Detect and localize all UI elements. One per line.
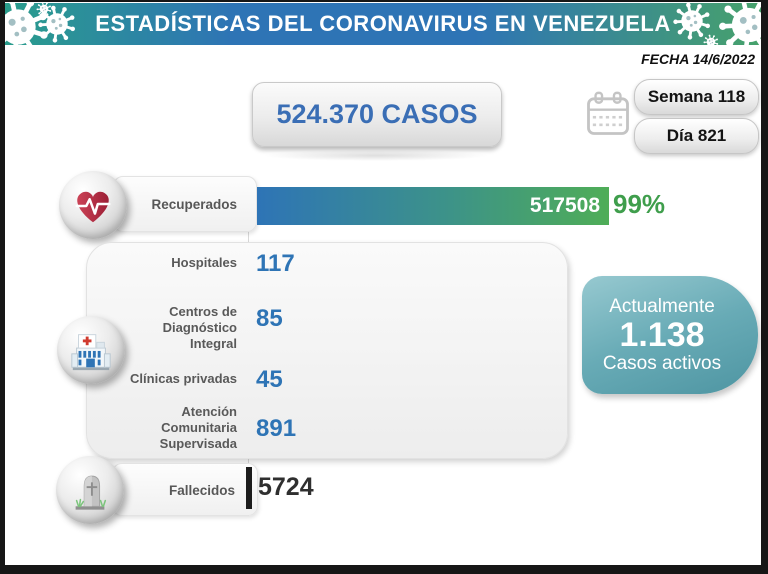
deaths-value: 5724 xyxy=(258,473,314,501)
week-badge: Semana 118 xyxy=(634,79,759,115)
recovered-bar: 517508 xyxy=(257,187,609,225)
facility-value: 45 xyxy=(256,366,283,393)
virus-icon xyxy=(5,3,48,45)
facility-label: Centros de Diagnóstico Integral xyxy=(162,304,237,351)
virus-icon xyxy=(703,34,719,45)
header-banner: ESTADÍSTICAS DEL CORONAVIRUS EN VENEZUEL… xyxy=(5,3,761,45)
virus-icon xyxy=(719,3,761,45)
tombstone-icon xyxy=(75,475,107,510)
date-label: FECHA 14/6/2022 xyxy=(641,51,755,67)
deaths-bar xyxy=(246,467,252,509)
recovered-value: 517508 xyxy=(529,194,600,217)
virus-icon xyxy=(36,3,52,17)
active-cases-value: 1.138 xyxy=(619,316,705,354)
facility-value: 117 xyxy=(256,250,295,277)
tombstone-badge xyxy=(56,456,124,524)
recovered-percent: 99% xyxy=(613,189,666,219)
active-caption-bottom: Casos activos xyxy=(602,353,722,374)
recovered-label: Recuperados xyxy=(113,176,257,232)
page-title: ESTADÍSTICAS DEL CORONAVIRUS EN VENEZUEL… xyxy=(95,11,671,36)
facility-label: Hospitales xyxy=(171,255,237,270)
facility-label: Clínicas privadas xyxy=(130,371,237,386)
facility-value: 85 xyxy=(256,305,283,332)
cases-box-reflection xyxy=(262,150,490,161)
facility-value: 891 xyxy=(256,415,297,442)
facility-label: Atención Comunitaria Supervisada xyxy=(159,404,237,451)
facilities-panel xyxy=(86,242,568,459)
active-cases-box: Actualmente 1.138 Casos activos xyxy=(582,276,758,394)
day-badge: Día 821 xyxy=(634,118,759,154)
heart-badge xyxy=(59,171,127,239)
heart-ekg-icon xyxy=(75,191,111,223)
active-caption-top: Actualmente xyxy=(609,296,715,317)
hospital-badge xyxy=(57,316,125,384)
calendar-icon xyxy=(587,91,629,135)
virus-icon xyxy=(673,3,710,40)
hospital-icon xyxy=(71,334,111,371)
total-cases-box: 524.370 CASOS xyxy=(252,82,502,147)
deaths-label: Fallecidos xyxy=(112,463,258,516)
